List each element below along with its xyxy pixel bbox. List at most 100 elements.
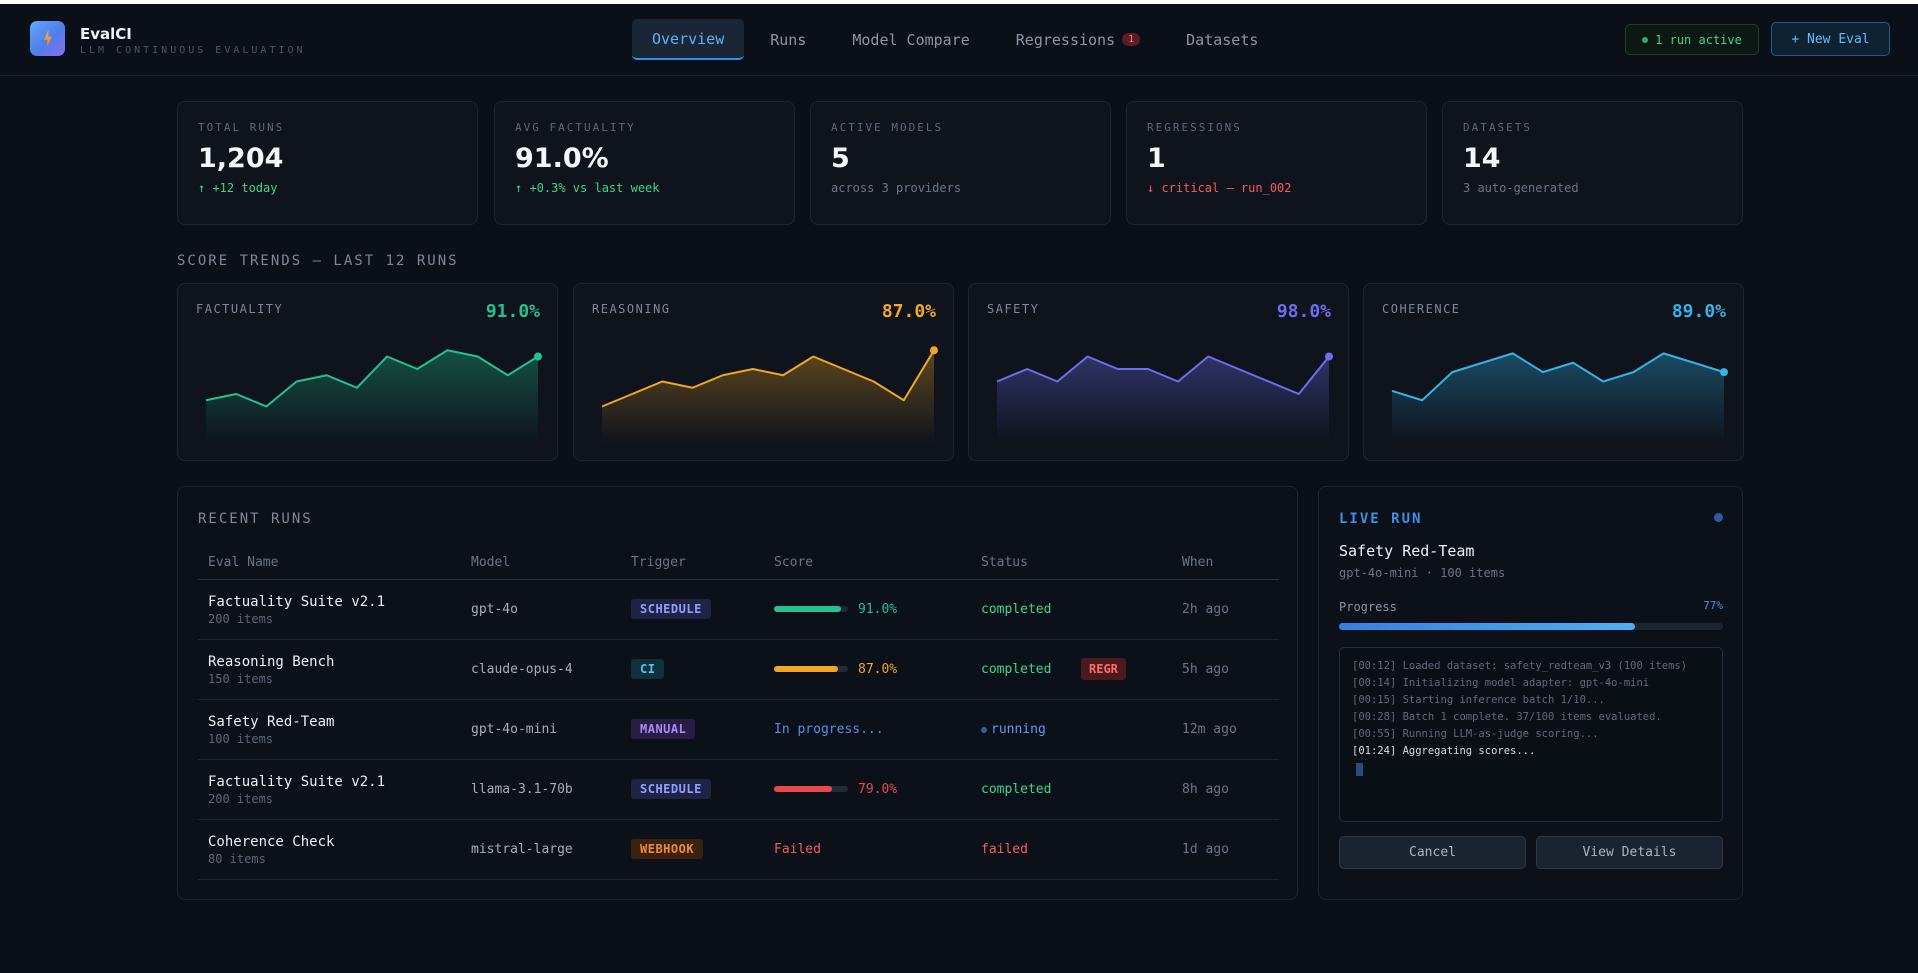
run-name: Coherence Check <box>208 834 335 850</box>
trend-line <box>205 349 539 408</box>
new-eval-button[interactable]: + New Eval <box>1771 22 1890 56</box>
score-value: 79.0% <box>858 782 898 797</box>
stat-card-total-runs: TOTAL RUNS 1,204 ↑ +12 today <box>177 101 478 225</box>
stat-card-datasets: DATASETS 14 3 auto-generated <box>1442 101 1743 225</box>
stat-sub: across 3 providers <box>831 181 962 195</box>
trend-last-point <box>1325 352 1333 361</box>
stat-label: ACTIVE MODELS <box>831 121 944 134</box>
brand-tagline: LLM CONTINUOUS EVALUATION <box>80 45 306 56</box>
score-bar-fill <box>774 786 833 792</box>
live-run-panel: LIVE RUN Safety Red-Team gpt-4o-mini · 1… <box>1318 486 1743 900</box>
trend-card-coherence: COHERENCE 89.0% <box>1363 283 1744 461</box>
view-details-button[interactable]: View Details <box>1536 836 1723 869</box>
run-when: 8h ago <box>1182 782 1229 797</box>
run-model: gpt-4o-mini <box>471 722 558 737</box>
active-runs-label: 1 run active <box>1655 32 1742 47</box>
run-status: failed <box>981 842 1028 857</box>
progress-value: 77% <box>1703 599 1723 612</box>
stat-value: 14 <box>1463 143 1501 174</box>
table-row[interactable]: Safety Red-Team 100 items gpt-4o-mini MA… <box>198 700 1279 760</box>
trend-card-factuality: FACTUALITY 91.0% <box>177 283 558 461</box>
trigger-badge: SCHEDULE <box>631 779 711 799</box>
regression-badge[interactable]: REGR <box>1081 658 1126 680</box>
stat-label: DATASETS <box>1463 121 1532 134</box>
col-trigger[interactable]: Trigger <box>631 555 686 570</box>
run-when: 2h ago <box>1182 602 1229 617</box>
trend-sparkline <box>1391 352 1728 444</box>
trend-last-point <box>534 352 542 361</box>
progress-label: Progress <box>1339 600 1397 614</box>
trend-area <box>1392 353 1724 444</box>
run-model: gpt-4o <box>471 602 518 617</box>
col-when[interactable]: When <box>1182 555 1214 570</box>
recent-runs-panel: RECENT RUNS Eval Name Model Trigger Scor… <box>177 486 1298 900</box>
tab-label: Runs <box>770 30 807 49</box>
trend-sparkline <box>205 349 542 444</box>
tab-label: Overview <box>652 29 725 48</box>
progress-bar-fill <box>1339 623 1635 630</box>
trigger-badge: SCHEDULE <box>631 599 711 619</box>
stat-value: 1 <box>1147 143 1166 174</box>
run-model: mistral-large <box>471 842 573 857</box>
trend-area <box>997 356 1329 444</box>
tab-overview[interactable]: Overview <box>632 19 745 60</box>
logo-icon <box>30 21 65 56</box>
progress-bar <box>1339 623 1723 630</box>
stat-card-regressions: REGRESSIONS 1 ↓ critical — run_002 <box>1126 101 1427 225</box>
score-bar-fill <box>774 606 842 612</box>
table-row[interactable]: Reasoning Bench 150 items claude-opus-4 … <box>198 640 1279 700</box>
tab-datasets[interactable]: Datasets <box>1166 19 1278 60</box>
col-eval-name[interactable]: Eval Name <box>208 555 279 570</box>
trigger-badge: MANUAL <box>631 719 696 739</box>
col-score[interactable]: Score <box>774 555 814 570</box>
tab-regressions[interactable]: Regressions 1 <box>996 19 1160 60</box>
top-header: EvalCI LLM CONTINUOUS EVALUATION Overvie… <box>0 4 1918 76</box>
score-progress-text: In progress... <box>774 722 884 737</box>
log-line: [00:28] Batch 1 complete. 37/100 items e… <box>1352 711 1662 723</box>
trend-sparkline <box>601 346 938 444</box>
col-model[interactable]: Model <box>471 555 511 570</box>
tab-model-compare[interactable]: Model Compare <box>832 19 989 60</box>
tab-runs[interactable]: Runs <box>750 19 826 60</box>
run-name: Reasoning Bench <box>208 654 335 670</box>
log-line: [01:24] Aggregating scores... <box>1352 745 1536 757</box>
stat-label: TOTAL RUNS <box>198 121 285 134</box>
trend-value: 98.0% <box>1276 301 1331 322</box>
stat-label: AVG FACTUALITY <box>515 121 636 134</box>
score-value: 91.0% <box>858 602 898 617</box>
table-header-divider <box>198 579 1279 580</box>
stat-card-active-models: ACTIVE MODELS 5 across 3 providers <box>810 101 1111 225</box>
live-indicator-icon <box>1714 513 1723 522</box>
table-row[interactable]: Factuality Suite v2.1 200 items gpt-4o S… <box>198 580 1279 640</box>
run-when: 12m ago <box>1182 722 1237 737</box>
log-line: [00:15] Starting inference batch 1/10... <box>1352 694 1605 706</box>
trend-value: 87.0% <box>881 301 936 322</box>
stat-value: 5 <box>831 143 850 174</box>
trend-label: COHERENCE <box>1382 302 1461 316</box>
cancel-button[interactable]: Cancel <box>1339 836 1526 869</box>
run-name: Safety Red-Team <box>208 714 335 730</box>
run-items: 150 items <box>208 672 274 686</box>
trigger-badge: WEBHOOK <box>631 839 704 859</box>
score-failed-text: Failed <box>774 842 821 857</box>
run-status: completed <box>981 782 1052 797</box>
score-trends-title: SCORE TRENDS — LAST 12 RUNS <box>177 253 459 269</box>
active-runs-indicator[interactable]: 1 run active <box>1625 24 1759 55</box>
run-model: claude-opus-4 <box>471 662 573 677</box>
main-nav: Overview Runs Model Compare Regressions … <box>632 19 1284 61</box>
tab-label: Regressions <box>1015 30 1116 49</box>
trend-last-point <box>1720 368 1728 377</box>
trend-line <box>1391 352 1725 402</box>
run-model: llama-3.1-70b <box>471 782 573 797</box>
table-row[interactable]: Coherence Check 80 items mistral-large W… <box>198 820 1279 880</box>
log-line: [00:12] Loaded dataset: safety_redteam_v… <box>1352 660 1688 672</box>
trend-label: FACTUALITY <box>196 302 284 316</box>
app-root: EvalCI LLM CONTINUOUS EVALUATION Overvie… <box>0 4 1918 973</box>
stat-value: 91.0% <box>515 143 609 174</box>
table-row[interactable]: Factuality Suite v2.1 200 items llama-3.… <box>198 760 1279 820</box>
stat-value: 1,204 <box>198 143 284 174</box>
tab-label: Datasets <box>1186 30 1259 49</box>
col-status[interactable]: Status <box>981 555 1028 570</box>
trend-value: 91.0% <box>485 301 540 322</box>
log-console[interactable]: [00:12] Loaded dataset: safety_redteam_v… <box>1339 647 1723 822</box>
